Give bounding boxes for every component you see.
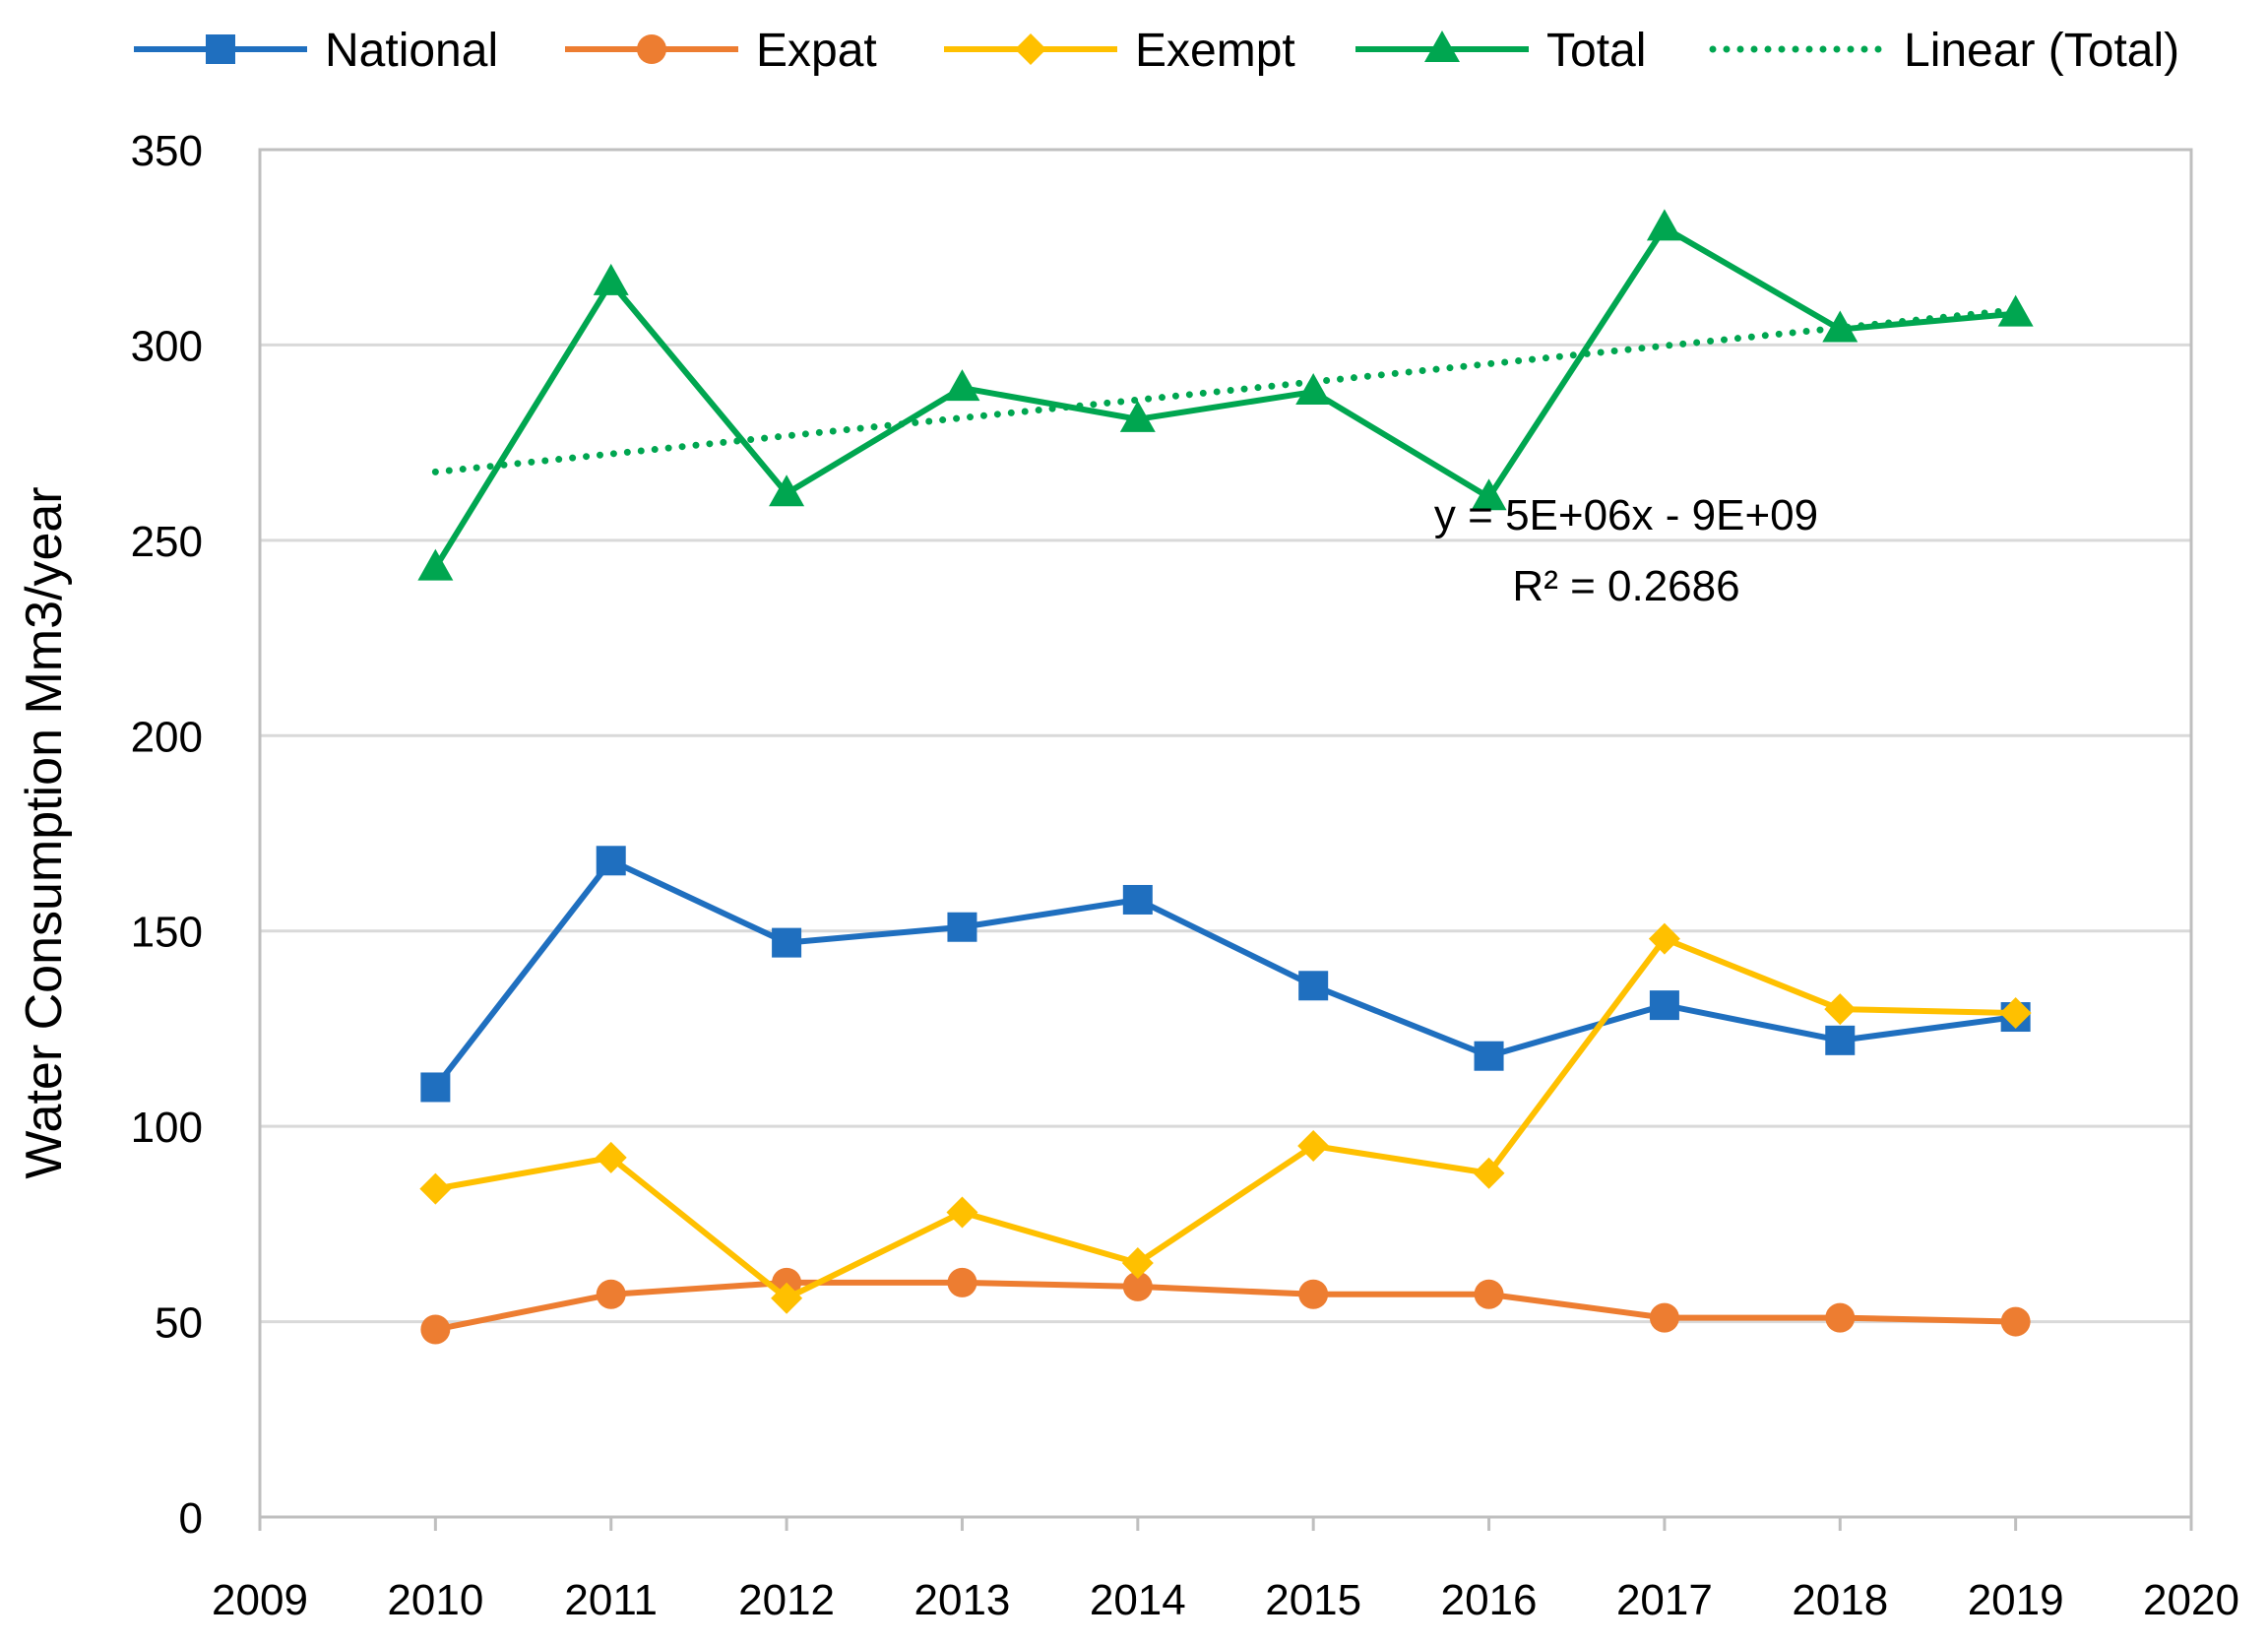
y-tick-label-300: 300 [131, 322, 203, 370]
total-point-2015 [1295, 373, 1332, 406]
exempt-point-2012 [771, 1282, 803, 1314]
gridlines [260, 343, 2191, 1324]
series-expat [420, 1267, 2031, 1345]
legend-marker-national [206, 34, 235, 64]
x-tick-label-2012: 2012 [738, 1576, 835, 1624]
legend-marker-total [1424, 31, 1460, 62]
legend-label-linear-total: Linear (Total) [1904, 25, 2179, 77]
expat-point-2019 [2000, 1306, 2031, 1337]
expat-point-2010 [420, 1314, 451, 1345]
legend-label-total: Total [1546, 25, 1646, 77]
x-tick-label-2015: 2015 [1265, 1576, 1361, 1624]
national-point-2010 [420, 1072, 451, 1103]
expat-point-2011 [596, 1279, 626, 1309]
x-tick-label-2009: 2009 [212, 1576, 308, 1624]
national-point-2018 [1825, 1025, 1856, 1055]
total-point-2016 [1471, 478, 1507, 511]
total-point-2018 [1822, 310, 1858, 343]
national-point-2017 [1649, 990, 1679, 1021]
total-point-2012 [769, 474, 805, 507]
total-point-2011 [593, 263, 629, 295]
trendline-r-squared: R² = 0.2686 [1512, 562, 1739, 610]
legend-item-linear-total: Linear (Total) [1709, 25, 2179, 77]
legend-item-total: Total [1355, 25, 1646, 77]
legend: National Expat Exempt Total Linear (Total) [134, 25, 2179, 77]
x-tick-label-2018: 2018 [1792, 1576, 1888, 1624]
x-tick-label-2020: 2020 [2143, 1576, 2239, 1624]
total-point-2010 [417, 548, 454, 581]
legend-marker-exempt [1015, 33, 1046, 65]
national-line [432, 857, 2017, 1090]
x-tick-label-2016: 2016 [1441, 1576, 1538, 1624]
exempt-point-2016 [1473, 1157, 1505, 1189]
series-exempt [419, 922, 2032, 1314]
national-point-2015 [1298, 971, 1329, 1001]
expat-point-2014 [1122, 1271, 1153, 1301]
x-tick-label-2011: 2011 [564, 1576, 658, 1624]
exempt-point-2017 [1648, 922, 1680, 955]
x-tick-label-2013: 2013 [914, 1576, 1011, 1624]
total-point-2017 [1646, 209, 1682, 241]
y-tick-label-100: 100 [131, 1104, 203, 1152]
y-axis-label: Water Consumption Mm3/year [16, 486, 73, 1178]
y-tick-label-250: 250 [131, 518, 203, 566]
expat-point-2015 [1298, 1279, 1329, 1309]
plot-area-border [258, 148, 2193, 1519]
exempt-point-2015 [1297, 1129, 1330, 1162]
exempt-point-2014 [1121, 1247, 1154, 1280]
exempt-point-2010 [419, 1172, 452, 1205]
expat-point-2017 [1649, 1302, 1679, 1333]
tick-labels: 0 50 100 150 200 250 300 350 2009 2010 2011 2012 201… [131, 127, 2239, 1624]
exempt-point-2018 [1824, 993, 1857, 1026]
expat-point-2013 [947, 1267, 977, 1297]
total-point-2019 [1997, 294, 2034, 327]
y-tick-label-50: 50 [155, 1299, 203, 1348]
legend-item-exempt: Exempt [944, 25, 1295, 77]
national-point-2012 [772, 927, 802, 958]
trendline-equation: y = 5E+06x - 9E+09 [1434, 491, 1818, 539]
exempt-point-2011 [595, 1141, 627, 1173]
legend-marker-expat [637, 34, 666, 64]
total-point-2014 [1119, 400, 1156, 432]
total-line [432, 224, 2016, 570]
y-tick-label-0: 0 [179, 1494, 203, 1543]
x-tick-label-2014: 2014 [1090, 1576, 1186, 1624]
x-tick-label-2019: 2019 [1968, 1576, 2064, 1624]
exempt-point-2019 [1999, 997, 2032, 1030]
national-point-2014 [1122, 884, 1153, 915]
series-national [420, 846, 2031, 1103]
national-point-2016 [1474, 1041, 1504, 1071]
legend-item-expat: Expat [565, 25, 877, 77]
legend-label-exempt: Exempt [1135, 25, 1295, 77]
expat-point-2018 [1825, 1302, 1856, 1333]
expat-line [434, 1279, 2016, 1333]
national-point-2013 [947, 912, 977, 942]
trendline-layer [431, 306, 2020, 475]
y-tick-label-150: 150 [131, 909, 203, 957]
legend-label-national: National [325, 25, 498, 77]
y-tick-label-200: 200 [131, 713, 203, 761]
x-tick-label-2010: 2010 [387, 1576, 483, 1624]
trendline-linear-total [431, 306, 2020, 475]
exempt-line [434, 935, 2016, 1301]
axes [258, 1517, 2193, 1531]
x-tick-label-2017: 2017 [1616, 1576, 1713, 1624]
series-total [417, 209, 2034, 581]
national-point-2011 [596, 846, 626, 876]
expat-point-2016 [1474, 1279, 1504, 1309]
series-layer [417, 209, 2034, 1345]
y-tick-label-350: 350 [131, 127, 203, 175]
legend-label-expat: Expat [756, 25, 877, 77]
legend-item-national: National [134, 25, 498, 77]
exempt-point-2013 [946, 1196, 978, 1229]
total-point-2013 [944, 369, 980, 402]
